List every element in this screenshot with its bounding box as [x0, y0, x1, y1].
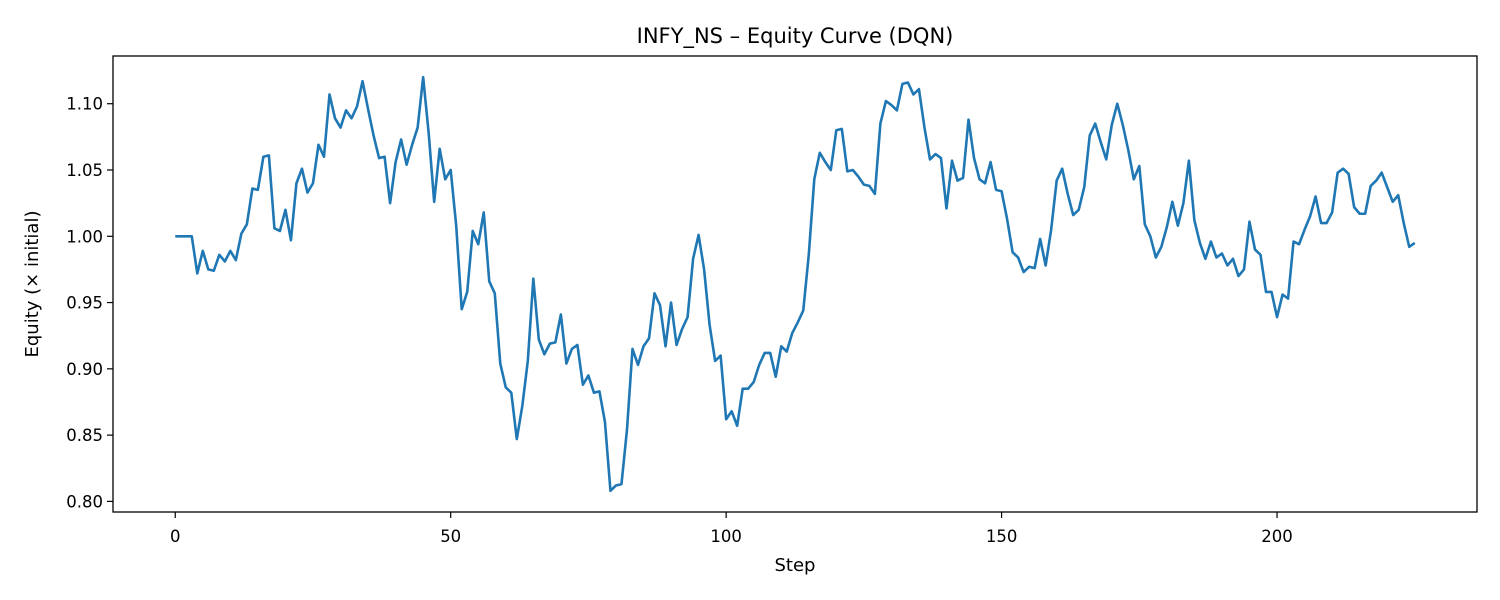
y-tick-label: 1.10: [66, 95, 103, 114]
y-tick-label: 0.80: [66, 492, 103, 511]
y-tick-label: 0.95: [66, 294, 103, 313]
x-tick-label: 0: [170, 527, 181, 546]
plot-area: [175, 75, 1416, 493]
x-tick-label: 100: [710, 527, 742, 546]
x-tick-label: 150: [986, 527, 1018, 546]
series-line-0: [175, 75, 1416, 493]
y-tick-label: 1.05: [66, 161, 103, 180]
x-axis-label: Step: [775, 555, 816, 576]
x-tick-label: 50: [440, 527, 461, 546]
y-tick-label: 0.85: [66, 426, 103, 445]
x-axis-ticks: 0 50 100 150 200: [170, 512, 1293, 546]
y-axis-label: Equity (× initial): [22, 211, 43, 358]
y-tick-label: 0.90: [66, 360, 103, 379]
x-tick-label: 200: [1261, 527, 1293, 546]
y-tick-label: 1.00: [66, 227, 103, 246]
chart-title: INFY_NS – Equity Curve (DQN): [637, 24, 954, 49]
plot-frame: [112, 55, 1478, 513]
y-axis-ticks: 0.80 0.85 0.90 0.95 1.00 1.05 1.10: [66, 95, 113, 511]
